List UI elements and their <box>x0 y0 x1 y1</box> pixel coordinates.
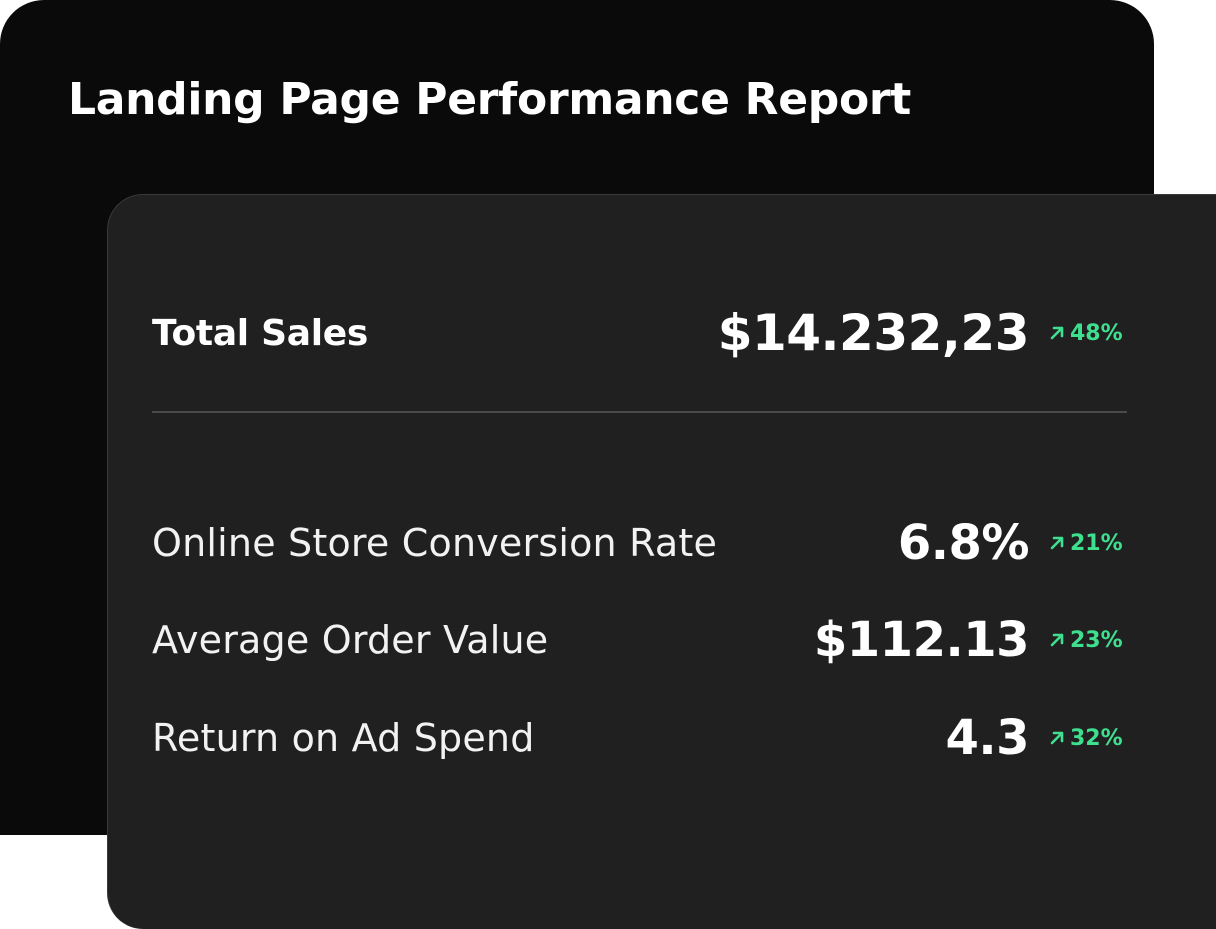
metric-value-group: $112.13 23% <box>814 612 1127 668</box>
metric-row-return-on-ad-spend: Return on Ad Spend 4.3 32% <box>152 703 1127 773</box>
total-sales-value-group: $14.232,23 48% <box>718 304 1127 362</box>
total-sales-change-value: 48% <box>1070 320 1123 346</box>
metric-change-value: 32% <box>1070 725 1123 751</box>
metric-change: 23% <box>1047 628 1127 653</box>
metric-change-value: 23% <box>1070 627 1123 653</box>
metric-change-value: 21% <box>1070 530 1123 556</box>
total-sales-label: Total Sales <box>152 312 368 354</box>
arrow-up-right-icon <box>1050 731 1064 745</box>
arrow-up-right-icon <box>1050 536 1064 550</box>
metric-label: Online Store Conversion Rate <box>152 521 718 565</box>
total-sales-row: Total Sales $14.232,23 48% <box>152 295 1127 371</box>
metric-change: 21% <box>1047 531 1127 556</box>
metric-label: Return on Ad Spend <box>152 716 535 760</box>
total-sales-change: 48% <box>1047 321 1127 346</box>
metric-value: $112.13 <box>813 612 1030 668</box>
metrics-card: Total Sales $14.232,23 48% Online Store … <box>107 194 1216 929</box>
metric-change: 32% <box>1047 726 1127 751</box>
arrow-up-right-icon <box>1050 326 1064 340</box>
metric-value: 6.8% <box>897 515 1030 571</box>
metric-label: Average Order Value <box>152 618 549 662</box>
metric-value: 4.3 <box>945 710 1029 766</box>
metric-row-average-order-value: Average Order Value $112.13 23% <box>152 605 1127 675</box>
arrow-up-right-icon <box>1050 633 1064 647</box>
metric-value-group: 6.8% 21% <box>898 515 1127 571</box>
metric-value-group: 4.3 32% <box>945 710 1127 766</box>
total-sales-value: $14.232,23 <box>717 304 1030 362</box>
divider <box>152 411 1127 413</box>
report-title: Landing Page Performance Report <box>68 74 912 125</box>
metric-row-conversion-rate: Online Store Conversion Rate 6.8% 21% <box>152 508 1127 578</box>
